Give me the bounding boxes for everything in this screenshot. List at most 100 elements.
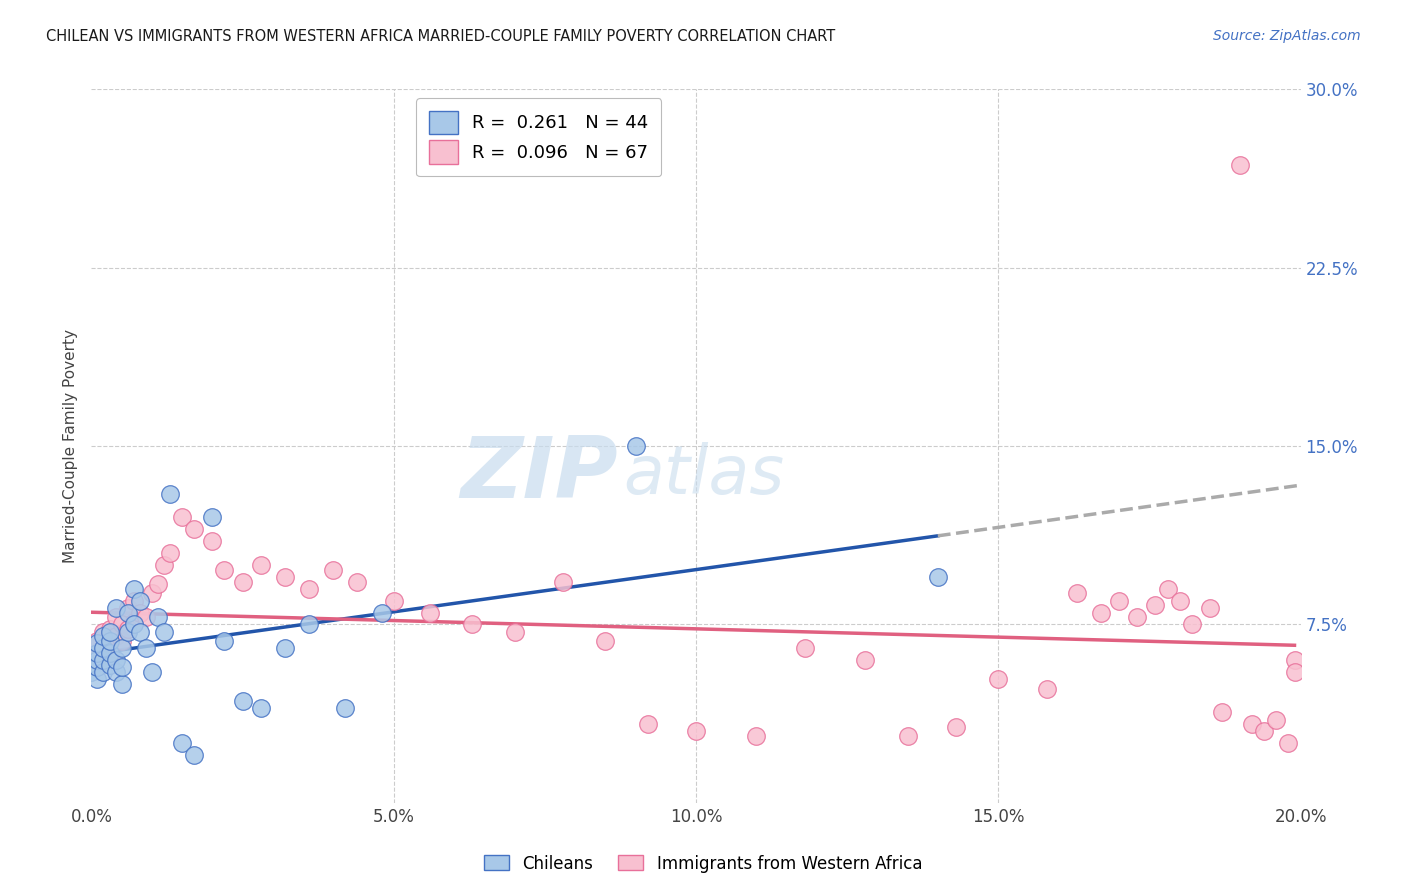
Legend: R =  0.261   N = 44, R =  0.096   N = 67: R = 0.261 N = 44, R = 0.096 N = 67	[416, 98, 661, 177]
Point	[80, 657, 103, 672]
Text: CHILEAN VS IMMIGRANTS FROM WESTERN AFRICA MARRIED-COUPLE FAMILY POVERTY CORRELAT: CHILEAN VS IMMIGRANTS FROM WESTERN AFRIC…	[46, 29, 835, 44]
Point	[897, 729, 920, 743]
Point	[595, 634, 617, 648]
Point	[685, 724, 707, 739]
Point	[80, 653, 103, 667]
Point	[1253, 724, 1275, 739]
Point	[1211, 706, 1233, 720]
Point	[111, 677, 132, 691]
Point	[86, 653, 108, 667]
Point	[86, 636, 108, 650]
Point	[98, 622, 121, 636]
Point	[1066, 586, 1088, 600]
Point	[172, 510, 194, 524]
Point	[853, 653, 876, 667]
Point	[98, 624, 121, 639]
Point	[793, 641, 815, 656]
Point	[86, 646, 108, 660]
Point	[1198, 600, 1220, 615]
Point	[93, 629, 115, 643]
Point	[1168, 593, 1191, 607]
Point	[1090, 606, 1112, 620]
Point	[153, 624, 176, 639]
Point	[1229, 158, 1251, 172]
Point	[370, 606, 392, 620]
Point	[1241, 717, 1264, 731]
Point	[122, 582, 145, 596]
Point	[1144, 599, 1167, 613]
Point	[111, 617, 132, 632]
Point	[86, 657, 108, 672]
Point	[183, 748, 205, 763]
Point	[159, 486, 181, 500]
Y-axis label: Married-Couple Family Poverty: Married-Couple Family Poverty	[62, 329, 77, 563]
Point	[1156, 582, 1178, 596]
Point	[153, 558, 176, 572]
Text: Source: ZipAtlas.com: Source: ZipAtlas.com	[1213, 29, 1361, 43]
Legend: Chileans, Immigrants from Western Africa: Chileans, Immigrants from Western Africa	[477, 848, 929, 880]
Point	[637, 717, 659, 731]
Point	[86, 672, 108, 686]
Point	[172, 736, 194, 750]
Point	[128, 624, 150, 639]
Point	[93, 665, 115, 679]
Point	[93, 624, 115, 639]
Point	[117, 600, 139, 615]
Point	[104, 610, 127, 624]
Point	[86, 634, 108, 648]
Point	[274, 641, 297, 656]
Point	[111, 660, 132, 674]
Point	[104, 629, 127, 643]
Point	[298, 617, 321, 632]
Point	[86, 646, 108, 660]
Point	[231, 574, 253, 589]
Point	[111, 634, 132, 648]
Point	[249, 558, 271, 572]
Point	[183, 522, 205, 536]
Point	[1265, 713, 1288, 727]
Point	[86, 660, 108, 674]
Point	[117, 624, 139, 639]
Point	[98, 634, 121, 648]
Point	[322, 563, 344, 577]
Point	[201, 510, 224, 524]
Point	[98, 648, 121, 663]
Point	[503, 624, 526, 639]
Point	[128, 593, 150, 607]
Point	[104, 600, 127, 615]
Point	[346, 574, 368, 589]
Point	[122, 617, 145, 632]
Point	[249, 700, 271, 714]
Point	[98, 657, 121, 672]
Point	[745, 729, 768, 743]
Point	[128, 606, 150, 620]
Point	[927, 570, 949, 584]
Point	[201, 534, 224, 549]
Text: atlas: atlas	[623, 442, 785, 508]
Point	[135, 641, 157, 656]
Point	[146, 577, 169, 591]
Point	[104, 665, 127, 679]
Point	[93, 653, 115, 667]
Point	[214, 634, 236, 648]
Point	[159, 546, 181, 560]
Point	[231, 693, 253, 707]
Point	[98, 646, 121, 660]
Point	[1284, 665, 1306, 679]
Point	[419, 606, 441, 620]
Point	[104, 653, 127, 667]
Point	[1108, 593, 1130, 607]
Point	[80, 665, 103, 679]
Point	[1277, 736, 1299, 750]
Point	[461, 617, 484, 632]
Point	[141, 586, 163, 600]
Text: ZIP: ZIP	[460, 433, 617, 516]
Point	[93, 641, 115, 656]
Point	[141, 665, 163, 679]
Point	[98, 636, 121, 650]
Point	[135, 610, 157, 624]
Point	[122, 615, 145, 629]
Point	[80, 641, 103, 656]
Point	[93, 653, 115, 667]
Point	[214, 563, 236, 577]
